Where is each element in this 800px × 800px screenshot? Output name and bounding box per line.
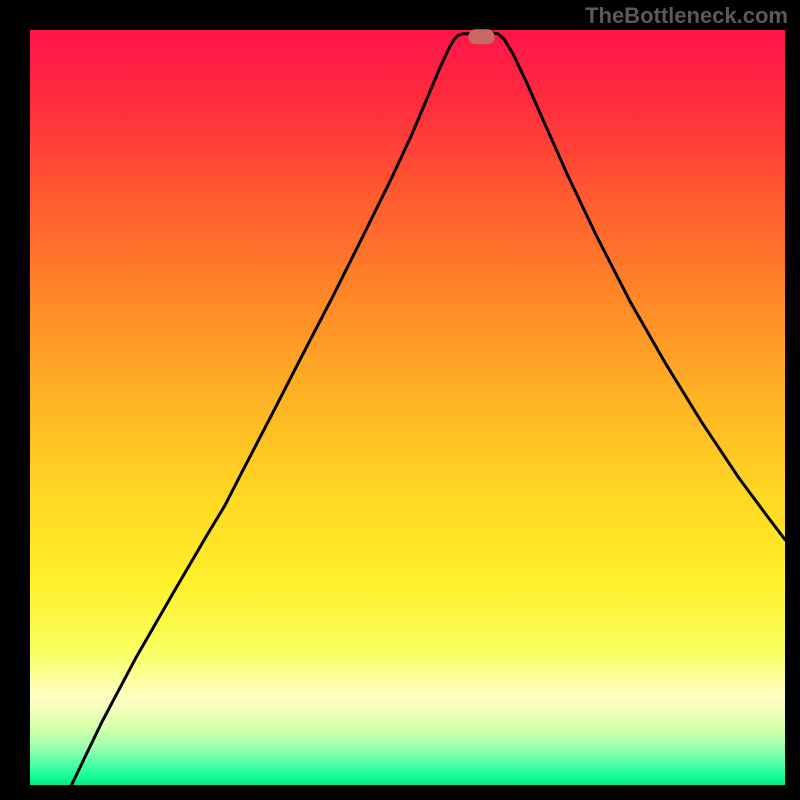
chart-stage: TheBottleneck.com [0, 0, 800, 800]
watermark-text: TheBottleneck.com [585, 3, 788, 29]
bottleneck-chart [0, 0, 800, 800]
optimal-marker [468, 29, 494, 44]
